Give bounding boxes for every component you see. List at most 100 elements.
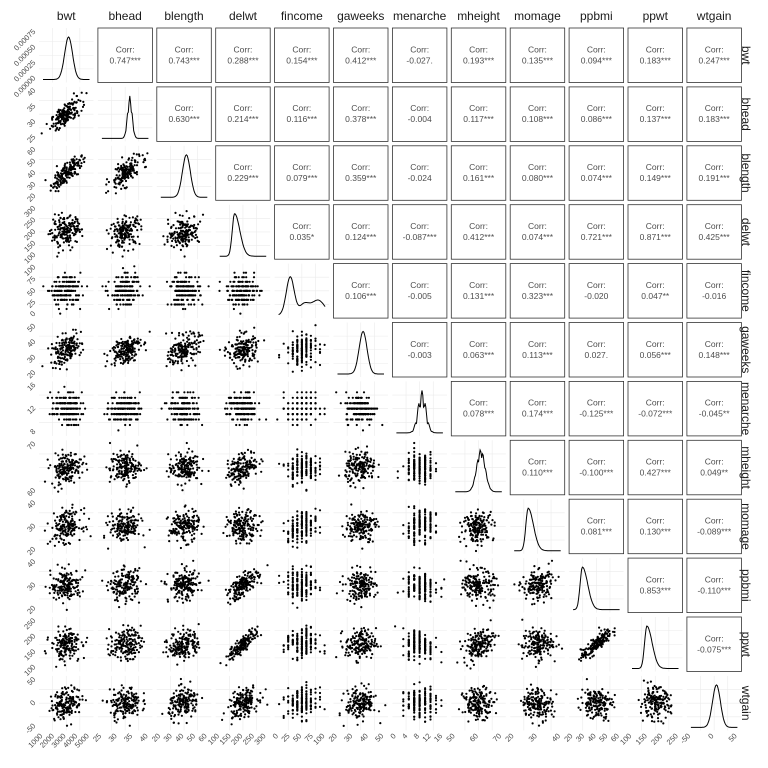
point — [225, 413, 229, 416]
corr-value-gaweeks-mheight: 0.063*** — [463, 350, 495, 360]
point — [55, 235, 58, 238]
point — [178, 235, 181, 239]
corr-prefix: Corr: — [587, 280, 606, 290]
panel-menarche-ppwt: Corr:-0.072*** — [627, 380, 683, 437]
point — [117, 307, 120, 311]
point — [347, 462, 351, 465]
point — [125, 289, 128, 292]
point — [171, 280, 174, 283]
point — [114, 359, 117, 362]
point — [69, 454, 72, 457]
point — [113, 478, 116, 481]
point — [78, 418, 82, 421]
panel-bwt-momage: Corr:0.135*** — [509, 27, 566, 83]
point — [180, 229, 183, 232]
point — [314, 478, 317, 481]
point — [120, 396, 123, 399]
point — [287, 407, 290, 410]
point — [300, 361, 303, 364]
point — [134, 396, 137, 399]
point — [300, 480, 303, 483]
point — [173, 471, 176, 474]
point — [258, 418, 261, 421]
point — [64, 349, 67, 352]
point — [174, 211, 177, 214]
point — [218, 289, 221, 292]
point — [231, 473, 234, 476]
point — [305, 344, 308, 347]
point — [137, 461, 140, 464]
point — [125, 461, 128, 464]
point — [238, 396, 241, 399]
point — [72, 106, 75, 110]
point — [241, 453, 244, 456]
point — [57, 190, 60, 193]
point — [64, 289, 67, 292]
point — [71, 160, 74, 163]
point — [119, 402, 122, 405]
point — [123, 237, 126, 240]
point — [77, 280, 80, 283]
point — [58, 231, 61, 234]
point — [365, 464, 368, 467]
point — [196, 239, 199, 242]
point — [69, 222, 72, 225]
point — [202, 457, 205, 461]
corr-prefix: Corr: — [705, 44, 724, 54]
point — [118, 298, 121, 301]
point — [63, 361, 66, 364]
point — [140, 407, 143, 410]
point — [70, 402, 74, 405]
point — [77, 345, 80, 348]
point — [182, 339, 185, 342]
point — [184, 482, 187, 485]
point — [183, 353, 186, 356]
column-header-fincome: fincome — [281, 9, 323, 23]
point — [184, 240, 187, 243]
point — [194, 276, 197, 279]
point — [238, 402, 242, 405]
point — [58, 219, 61, 222]
point — [176, 402, 179, 405]
corr-prefix: Corr: — [528, 339, 547, 349]
point — [190, 303, 193, 306]
point — [61, 116, 64, 119]
point — [122, 361, 125, 364]
point — [74, 233, 77, 236]
panel-fincome-momage: Corr:0.323*** — [509, 263, 566, 319]
point — [171, 239, 174, 243]
point — [135, 153, 138, 156]
point — [350, 477, 353, 480]
point — [135, 289, 139, 292]
point — [58, 477, 61, 480]
point — [248, 407, 251, 410]
point — [247, 339, 250, 342]
corr-box — [568, 27, 624, 83]
point — [191, 450, 194, 453]
corr-prefix: Corr: — [292, 221, 311, 231]
point — [70, 158, 73, 161]
point — [175, 294, 178, 297]
point — [64, 121, 67, 125]
point — [362, 472, 365, 475]
point — [59, 228, 62, 231]
point — [228, 475, 231, 478]
point — [116, 402, 120, 405]
point — [117, 407, 120, 410]
point — [128, 171, 131, 175]
point — [255, 460, 258, 463]
point — [127, 413, 130, 416]
point — [368, 423, 371, 427]
point — [117, 170, 120, 173]
point — [233, 391, 236, 394]
point — [192, 225, 195, 228]
point — [63, 164, 66, 167]
point — [53, 222, 56, 225]
point — [82, 158, 85, 161]
point — [253, 413, 256, 416]
point — [65, 280, 68, 283]
point — [124, 271, 127, 274]
panel-blength-ppwt: Corr:0.149*** — [627, 145, 683, 201]
point — [253, 402, 257, 405]
point — [305, 464, 308, 467]
